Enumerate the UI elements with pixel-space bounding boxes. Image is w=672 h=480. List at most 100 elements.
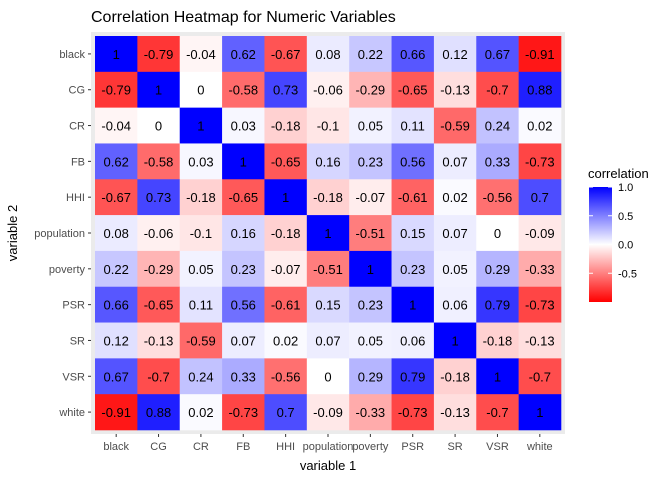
heatmap-cell-poverty-population [306,250,350,288]
heatmap-cell-population-psr [391,215,435,252]
heatmap-cell-cg-hhi [264,71,308,108]
cell-value-label: 0.23 [358,298,383,313]
chart-title: Correlation Heatmap for Numeric Variable… [91,9,396,26]
x-tick-label: FB [236,441,250,453]
heatmap-cell-cg-psr [391,71,435,108]
heatmap-cell-cr-black [95,107,138,144]
cell-value-label: -0.79 [144,47,174,62]
heatmap-cell-sr-black [95,322,138,359]
heatmap-cell-white-population [306,394,350,431]
cell-value-label: 0.07 [231,333,256,348]
heatmap-cell-psr-vsr [476,286,519,323]
heatmap-cell-black-hhi [264,36,308,73]
x-tick-label: SR [447,441,462,453]
legend-tick-label: -0.5 [618,268,637,280]
heatmap-cell-vsr-fb [222,358,265,395]
heatmap-cell-cr-sr [433,107,477,144]
cell-value-label: -0.56 [483,190,513,205]
cell-value-label: -0.1 [190,226,212,241]
heatmap-cell-psr-psr [391,286,435,323]
heatmap-cell-fb-psr [391,143,435,180]
heatmap-cell-vsr-cr [179,358,223,395]
heatmap-cell-cg-cg [137,71,181,108]
heatmap-cell-psr-black [95,286,138,323]
cell-value-label: -0.65 [398,83,428,98]
cell-value-label: -0.1 [317,119,339,134]
cell-value-label: -0.09 [525,226,555,241]
heatmap-cell-population-vsr [476,215,519,252]
heatmap-cell-population-black [95,215,138,252]
cell-value-label: 0.12 [442,47,467,62]
cell-value-label: 0.29 [358,369,383,384]
cell-value-label: 0.06 [442,298,467,313]
cell-value-label: -0.58 [144,154,174,169]
y-tick-label: population [34,228,85,240]
cell-value-label: -0.18 [313,190,343,205]
cell-value-label: 0.05 [358,119,383,134]
x-tick-label: black [103,441,129,453]
cell-value-label: 1 [367,262,374,277]
cell-value-label: -0.58 [228,83,258,98]
heatmap-cell-poverty-vsr [476,250,519,288]
y-tick-label: CG [69,85,86,97]
legend-title: correlation [588,166,649,181]
cell-value-label: 0.07 [442,226,467,241]
cell-value-label: 0.08 [104,226,129,241]
heatmap-cell-hhi-sr [433,179,477,216]
cell-value-label: 1 [494,369,501,384]
cell-value-label: -0.73 [525,298,555,313]
heatmap-cell-black-black [95,36,138,73]
heatmap-cell-psr-cg [137,286,181,323]
cell-value-label: 0.62 [104,154,129,169]
y-axis-title: variable 2 [5,205,20,261]
legend-tick-label: 1.0 [618,182,633,194]
y-tick-label: HHI [66,192,85,204]
cell-value-label: 0.03 [231,119,256,134]
heatmap-cell-cr-psr [391,107,435,144]
x-tick-label: white [526,441,553,453]
cell-value-label: -0.61 [271,298,301,313]
heatmap-cell-black-population [306,36,350,73]
heatmap-cell-cr-poverty [349,107,392,144]
cell-value-label: 0.22 [104,262,129,277]
cell-value-label: 0.23 [400,262,425,277]
cell-value-label: -0.65 [228,190,258,205]
x-axis-title: variable 1 [300,458,356,473]
cell-value-label: 0.08 [315,47,340,62]
cell-value-label: 0.05 [442,262,467,277]
cell-value-label: -0.29 [144,262,174,277]
cell-value-label: -0.65 [144,298,174,313]
heatmap-cell-fb-hhi [264,143,308,180]
cell-value-label: 0.05 [358,333,383,348]
cell-value-label: -0.13 [440,83,470,98]
heatmap-cell-sr-white [518,322,562,359]
x-tick-label: PSR [401,441,424,453]
legend-colorbar [589,187,612,302]
cell-value-label: -0.04 [186,47,216,62]
heatmap-cell-psr-poverty [349,286,392,323]
heatmap-cell-white-black [95,394,138,431]
heatmap-cell-black-white [518,36,562,73]
cell-value-label: 0.22 [358,47,383,62]
x-tick-label: population [303,441,354,453]
heatmap-cell-population-fb [222,215,265,252]
heatmap-cell-vsr-white [518,358,562,395]
cell-value-label: 0.02 [442,190,467,205]
cell-value-label: 0.66 [104,298,129,313]
cell-value-label: -0.09 [313,405,343,420]
heatmap-cell-psr-sr [433,286,477,323]
cell-value-label: 0.05 [188,262,213,277]
heatmap-cell-vsr-cg [137,358,181,395]
heatmap-cell-vsr-psr [391,358,435,395]
heatmap-cell-hhi-cg [137,179,181,216]
legend-ticks: 1.0 0.5 0.0 -0.5 [589,182,637,280]
y-axis-ticks: black CG CR FB HHI population poverty PSR SR VSR w… [34,49,91,419]
cell-value-labels: 1 -0.79 -0.04 0.62 -0.67 0.08 0.22 0.66 0.12 0.67… [101,47,554,420]
heatmap-cell-white-white [518,394,562,431]
heatmap-cell-cr-hhi [264,107,308,144]
heatmap-cell-sr-psr [391,322,435,359]
cell-value-label: 0.24 [485,119,510,134]
cell-value-label: -0.67 [271,47,301,62]
heatmap-cell-psr-white [518,286,562,323]
heatmap-cell-sr-poverty [349,322,392,359]
